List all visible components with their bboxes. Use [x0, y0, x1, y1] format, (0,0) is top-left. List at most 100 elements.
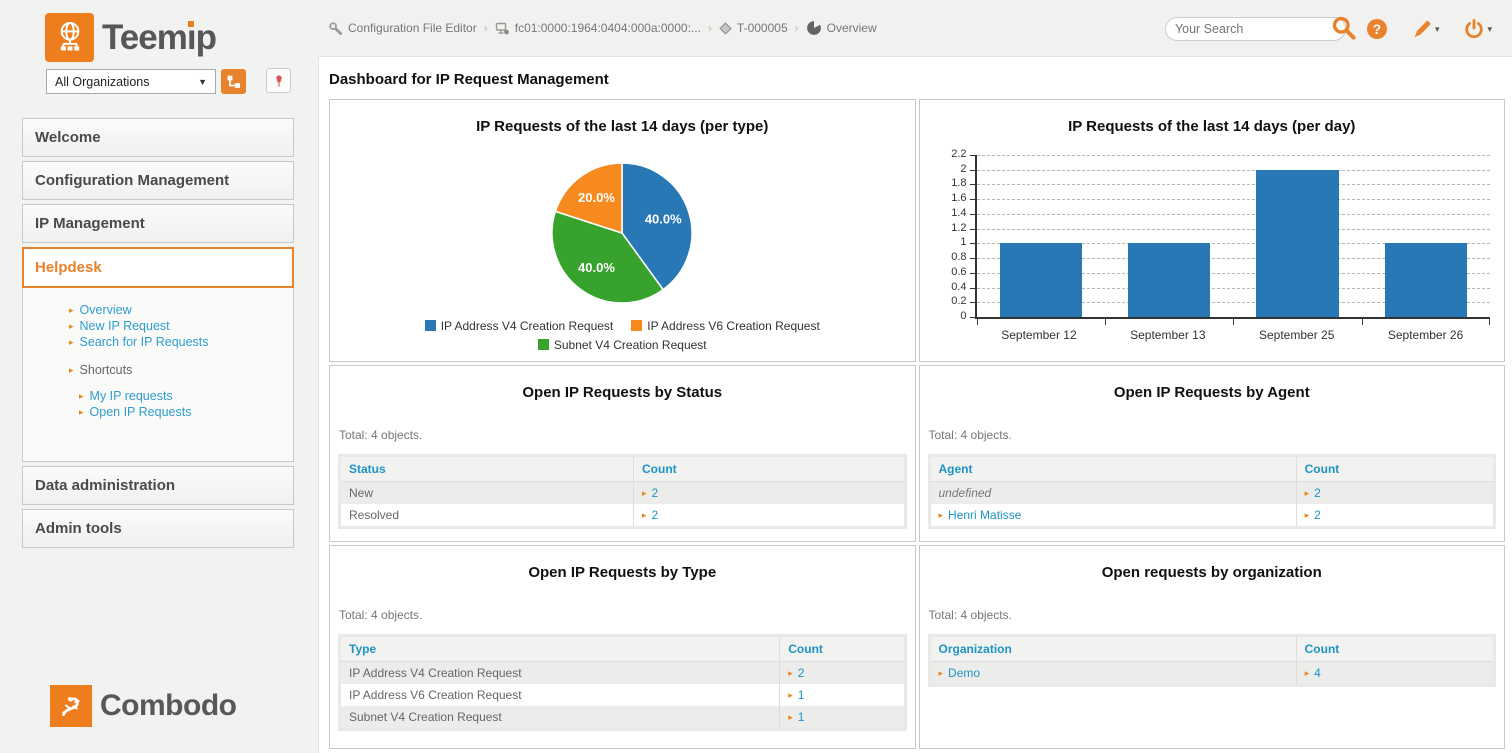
sidebar-item-configuration-management[interactable]: Configuration Management	[22, 161, 294, 200]
sidebar-item-ip-management[interactable]: IP Management	[22, 204, 294, 243]
legend-label: IP Address V4 Creation Request	[440, 318, 614, 333]
arrow-bullet-icon: ▸	[79, 391, 84, 401]
arrow-bullet-icon: ▸	[642, 488, 647, 498]
header-actions: ? ▾ ▾	[1164, 14, 1492, 44]
column-header-type[interactable]: Type	[341, 637, 780, 662]
breadcrumb-item-overview[interactable]: Overview	[806, 20, 877, 36]
panel-title: IP Requests of the last 14 days (per day…	[1068, 118, 1356, 135]
column-header-count[interactable]: Count	[779, 637, 904, 662]
search-input[interactable]	[1164, 17, 1346, 41]
y-tick-label: 0.2	[951, 295, 967, 308]
overview-pie-icon	[806, 20, 822, 36]
panel-title: IP Requests of the last 14 days (per typ…	[476, 118, 769, 135]
gridline	[976, 199, 1490, 201]
breadcrumb-separator: ›	[483, 21, 488, 35]
help-button[interactable]: ?	[1366, 19, 1387, 39]
legend-item: IP Address V6 Creation Request	[631, 319, 820, 333]
breadcrumb-item-request[interactable]: T-000005	[719, 21, 788, 35]
legend-swatch	[537, 339, 549, 350]
y-tick-mark	[969, 184, 975, 186]
combodo-logo[interactable]: Combodo	[50, 685, 237, 727]
y-tick-mark	[969, 155, 975, 156]
y-tick-mark	[969, 199, 975, 201]
helpdesk-submenu: ▸ Overview ▸ New IP Request ▸ Search for IP…	[22, 288, 294, 462]
table-row: Subnet V4 Creation Request ▸ 1	[341, 706, 904, 728]
column-header-count[interactable]: Count	[1295, 637, 1493, 662]
count-link[interactable]: 2	[651, 508, 659, 522]
sidebar-item-helpdesk[interactable]: Helpdesk	[22, 247, 294, 288]
total-objects-label: Total: 4 objects.	[339, 608, 423, 622]
arrow-bullet-icon: ▸	[79, 407, 84, 417]
bar	[999, 243, 1082, 317]
arrow-bullet-icon: ▸	[69, 365, 74, 375]
arrow-bullet-icon: ▸	[1304, 510, 1310, 520]
sidebar-item-welcome[interactable]: Welcome	[22, 118, 294, 157]
count-link[interactable]: 2	[1314, 508, 1321, 522]
breadcrumb-item-configuration-file-editor[interactable]: Configuration File Editor	[328, 21, 477, 36]
chevron-down-icon: ▼	[198, 76, 207, 87]
logo-i-dot	[188, 20, 195, 27]
submenu-link-new-ip-request[interactable]: ▸ New IP Request	[69, 319, 170, 333]
table-row: Resolved ▸ 2	[341, 504, 904, 526]
legend-swatch	[424, 320, 436, 331]
count-link[interactable]: 2	[651, 486, 659, 500]
x-category-label: September 26	[1387, 328, 1464, 342]
bar	[1384, 243, 1467, 317]
submenu-link-my-ip-requests[interactable]: ▸ My IP requests	[79, 389, 173, 403]
row-label: IP Address V4 Creation Request	[349, 666, 522, 680]
sidebar-item-admin-tools[interactable]: Admin tools	[22, 509, 294, 548]
count-link[interactable]: 2	[1314, 486, 1321, 500]
x-category-label: September 25	[1258, 328, 1335, 342]
panel-title: Open IP Requests by Agent	[1113, 384, 1310, 401]
organization-select[interactable]: All Organizations ▼	[46, 69, 216, 94]
count-link[interactable]: 1	[797, 688, 805, 702]
x-category-label: September 13	[1130, 328, 1206, 342]
pin-menu-button[interactable]	[266, 68, 291, 93]
y-tick-label: 0.8	[951, 251, 967, 264]
row-label-link[interactable]: Henri Matisse	[948, 508, 1022, 522]
gridline	[976, 243, 1490, 245]
count-link[interactable]: 2	[797, 666, 805, 680]
breadcrumb: Configuration File Editor › fc01:0000:19…	[328, 20, 877, 36]
help-icon: ?	[1366, 19, 1387, 39]
x-tick-mark	[976, 319, 978, 325]
type-table: Type Count IP Address V4 Creation Request ▸…	[338, 634, 907, 731]
sidebar-item-data-administration[interactable]: Data administration	[22, 466, 294, 505]
row-label: Subnet V4 Creation Request	[349, 710, 502, 724]
column-header-status[interactable]: Status	[341, 457, 634, 482]
gridline	[976, 169, 1490, 171]
status-table: Status Count New ▸ 2 Resolved ▸ 2	[338, 454, 907, 529]
arrow-bullet-icon: ▸	[1304, 668, 1310, 678]
sidebar-menu: Welcome Configuration Management IP Mana…	[0, 118, 318, 552]
teemip-logo[interactable]: Teemı p	[45, 13, 217, 62]
submenu-link-overview[interactable]: ▸ Overview	[69, 303, 132, 317]
gridline	[976, 184, 1490, 186]
column-header-organization[interactable]: Organization	[930, 637, 1297, 662]
dashboard-panels: IP Requests of the last 14 days (per typ…	[329, 99, 1505, 749]
arrow-bullet-icon: ▸	[788, 712, 793, 722]
submenu-link-open-ip-requests[interactable]: ▸ Open IP Requests	[79, 405, 192, 419]
row-label-link[interactable]: Demo	[948, 666, 981, 680]
logoff-menu-button[interactable]: ▾	[1463, 18, 1492, 40]
submenu-link-search-for-ip-requests[interactable]: ▸ Search for IP Requests	[69, 335, 209, 349]
y-tick-label: 1	[960, 236, 967, 249]
column-header-count[interactable]: Count	[1295, 457, 1493, 482]
panel-title: Open IP Requests by Status	[522, 384, 723, 401]
row-label: Resolved	[349, 508, 400, 522]
count-link[interactable]: 4	[1314, 666, 1321, 680]
edit-menu-button[interactable]: ▾	[1411, 18, 1439, 40]
panel-bar-chart: IP Requests of the last 14 days (per day…	[918, 99, 1505, 362]
breadcrumb-item-subnet[interactable]: fc01:0000:1964:0404:000a:0000:...	[495, 21, 701, 36]
column-header-agent[interactable]: Agent	[930, 457, 1297, 482]
count-link[interactable]: 1	[797, 710, 805, 724]
organization-hierarchy-button[interactable]	[221, 69, 246, 94]
table-row: ▸ Demo ▸ 4	[930, 661, 1493, 684]
main-content: Dashboard for IP Request Management IP R…	[318, 56, 1512, 753]
column-header-count[interactable]: Count	[633, 457, 904, 482]
table-row: IP Address V4 Creation Request ▸ 2	[341, 661, 904, 684]
panel-title: Open requests by organization	[1101, 564, 1322, 581]
gridline	[976, 272, 1490, 274]
search-button[interactable]	[1330, 14, 1357, 44]
organization-select-value: All Organizations	[55, 74, 150, 89]
gridline	[976, 258, 1490, 260]
